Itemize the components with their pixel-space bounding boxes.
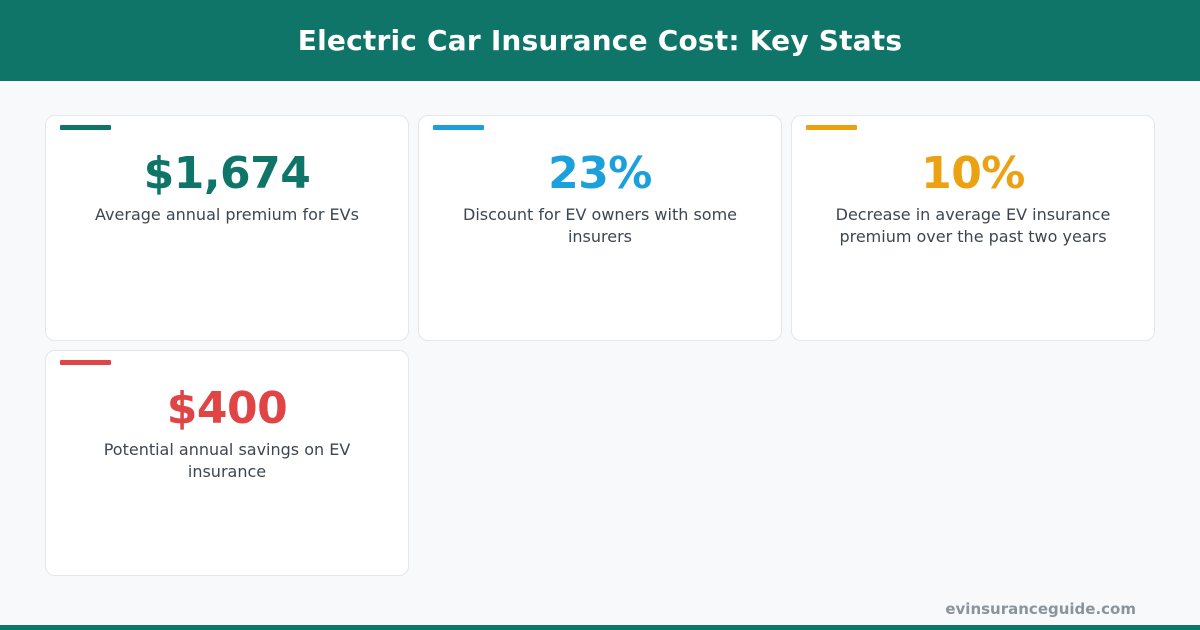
header-banner: Electric Car Insurance Cost: Key Stats (0, 0, 1200, 81)
stat-label: Discount for EV owners with some insurer… (463, 205, 737, 246)
stat-label: Decrease in average EV insurance premium… (835, 205, 1111, 246)
stat-card-annual-savings: $400 Potential annual savings on EV insu… (45, 350, 409, 576)
accent-bar (806, 125, 857, 130)
stat-card-discount: 23% Discount for EV owners with some ins… (418, 115, 782, 341)
stat-value: 10% (921, 148, 1025, 199)
stat-card-premium-decrease: 10% Decrease in average EV insurance pre… (791, 115, 1155, 341)
stat-value: $400 (166, 383, 288, 434)
accent-bar (433, 125, 484, 130)
stat-value: 23% (548, 148, 652, 199)
accent-bar (60, 125, 111, 130)
site-url: evinsuranceguide.com (945, 600, 1136, 618)
bottom-bar (0, 625, 1200, 630)
stat-label: Average annual premium for EVs (95, 205, 359, 224)
stat-value: $1,674 (143, 148, 311, 199)
accent-bar (60, 360, 111, 365)
page-title: Electric Car Insurance Cost: Key Stats (297, 24, 903, 57)
stat-label: Potential annual savings on EV insurance (103, 440, 351, 481)
stat-card-average-premium: $1,674 Average annual premium for EVs (45, 115, 409, 341)
